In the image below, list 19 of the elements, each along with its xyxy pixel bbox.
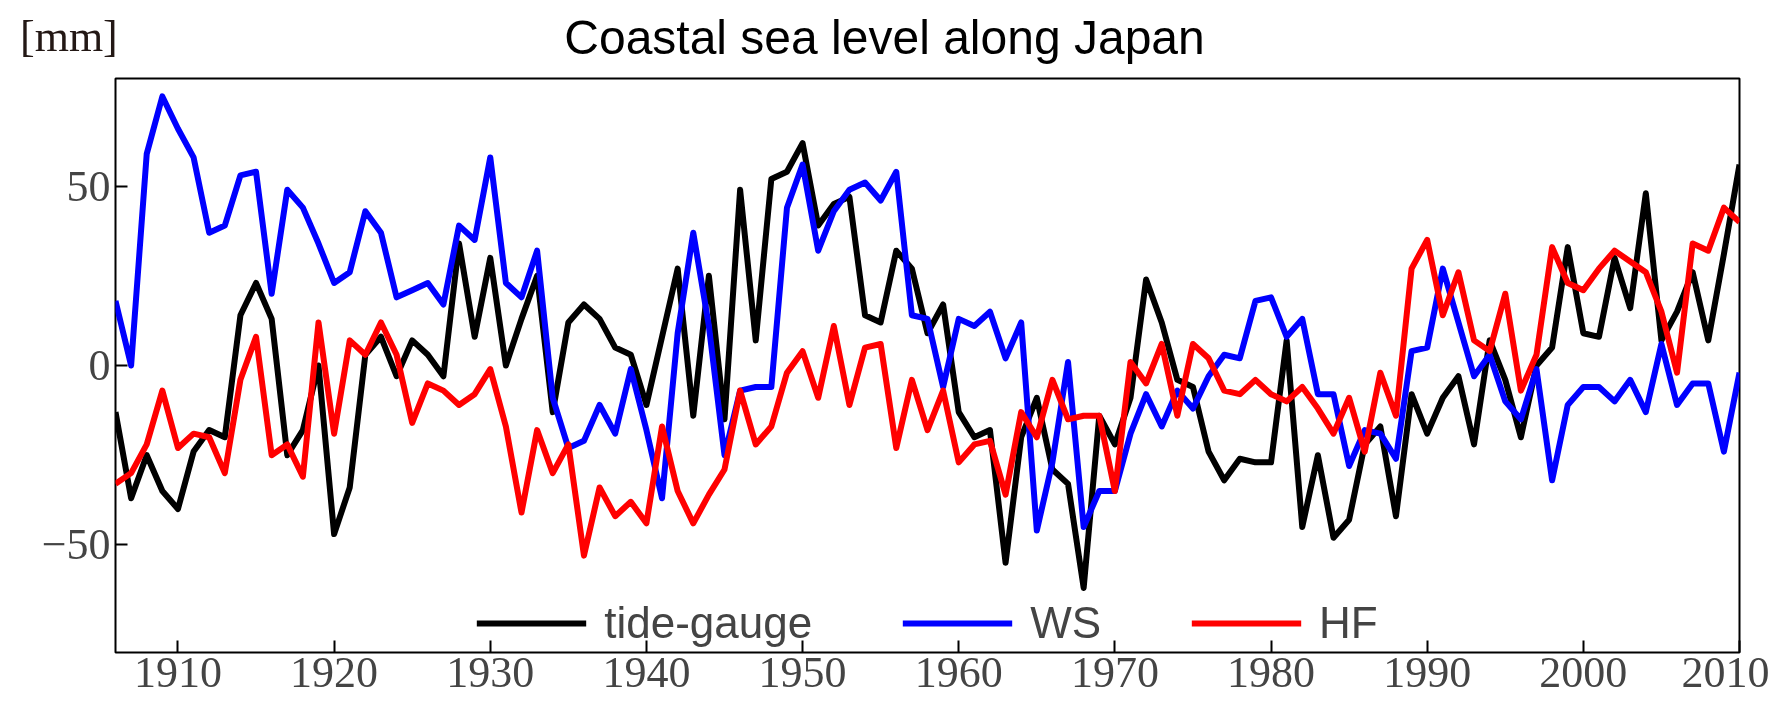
- x-tick-label: 1910: [133, 647, 222, 697]
- y-tick-label: 50: [66, 161, 111, 211]
- x-tick-label: 1990: [1383, 647, 1472, 697]
- x-tick-label: 1970: [1070, 647, 1159, 697]
- legend-label: HF: [1319, 598, 1378, 648]
- y-axis-title: [mm]: [20, 11, 118, 63]
- x-tick-label: 1960: [914, 647, 1003, 697]
- x-tick-label: 1930: [446, 647, 535, 697]
- legend-label: tide-gauge: [604, 598, 813, 648]
- x-tick-label: 1920: [290, 647, 379, 697]
- chart-title: Coastal sea level along Japan: [564, 11, 1205, 64]
- y-tick-label: 0: [88, 341, 111, 390]
- x-tick-label: 1940: [602, 647, 691, 697]
- x-tick-label: 1950: [758, 647, 847, 697]
- y-tick-label: −50: [41, 520, 111, 570]
- x-tick-label: 2010: [1681, 647, 1769, 697]
- legend-label: WS: [1030, 598, 1102, 648]
- x-tick-label: 2000: [1539, 647, 1628, 697]
- x-tick-label: 1980: [1227, 647, 1316, 697]
